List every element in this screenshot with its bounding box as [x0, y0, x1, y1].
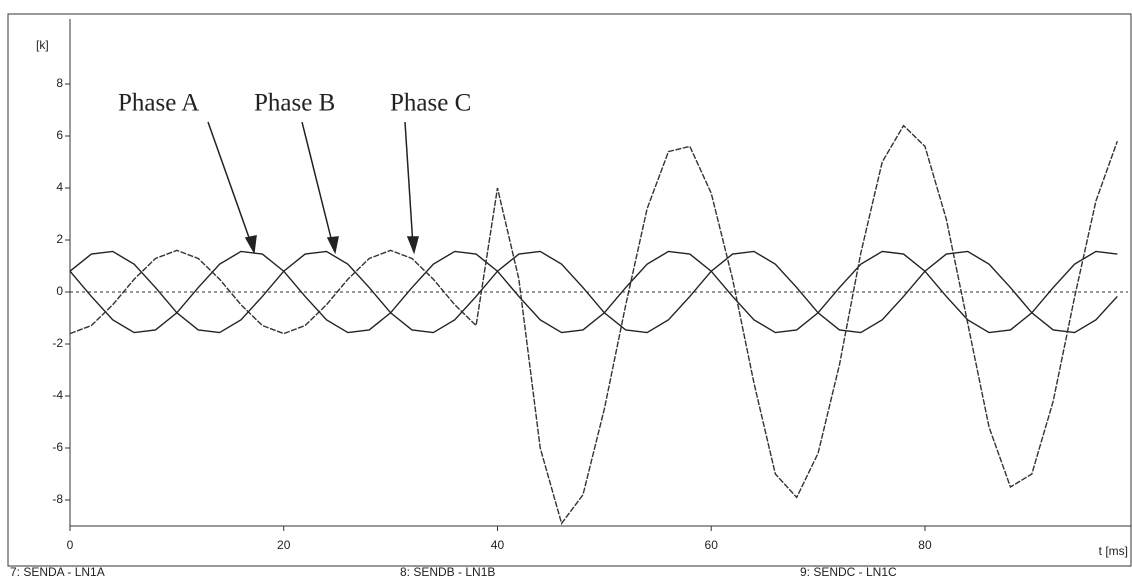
y-tick-label: -4: [52, 388, 63, 402]
x-axis-label: t [ms]: [1099, 544, 1128, 558]
series-line: [69, 250, 1118, 334]
legend-label: 9: SENDC - LN1C: [800, 565, 897, 579]
annotation: Phase C: [390, 90, 471, 117]
x-tick-label: 20: [277, 538, 291, 552]
x-tick-label: 40: [491, 538, 505, 552]
legend-label: 7: SENDA - LN1A: [10, 565, 105, 579]
legend-label: 8: SENDB - LN1B: [400, 565, 495, 579]
x-tick-label: 80: [918, 538, 932, 552]
y-tick-label: -6: [52, 440, 63, 454]
y-tick-label: 8: [56, 76, 63, 90]
y-tick-label: -8: [52, 492, 63, 506]
x-tick-label: 0: [67, 538, 74, 552]
y-tick-label: 6: [56, 128, 63, 142]
frame: [7, 13, 1132, 567]
y-axis-label: [k]: [36, 38, 49, 52]
y-tick-label: -2: [52, 336, 63, 350]
y-tick-label: 4: [56, 180, 63, 194]
x-tick-label: 60: [705, 538, 719, 552]
annotation: Phase A: [118, 90, 199, 117]
series-line: [69, 124, 1118, 525]
series-line: [69, 250, 1118, 334]
y-tick-label: 2: [56, 232, 63, 246]
y-tick-label: 0: [56, 284, 63, 298]
annotation: Phase B: [254, 90, 335, 117]
arrows: [207, 121, 419, 255]
